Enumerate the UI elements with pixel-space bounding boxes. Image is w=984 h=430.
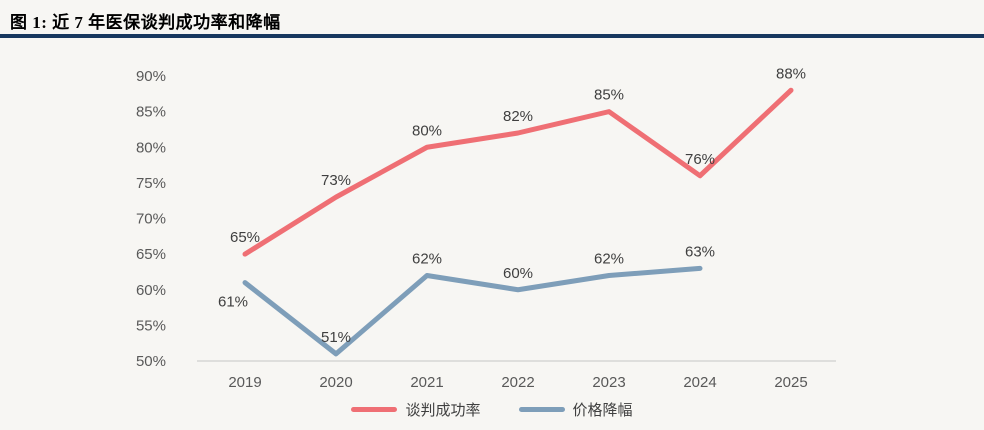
legend-label-success-rate: 谈判成功率: [405, 401, 481, 419]
data-label: 80%: [412, 122, 442, 139]
legend-line-blue-icon: [518, 406, 565, 412]
data-label: 65%: [230, 229, 260, 246]
series-line-0: [242, 87, 794, 257]
line-chart: 50% 55% 60% 65% 70% 75% 80% 85% 90% 2019 2020 2021 2…: [0, 40, 984, 396]
figure-header: 图 1: 近 7 年医保谈判成功率和降幅: [0, 0, 984, 34]
x-tick-label: 2025: [774, 374, 807, 391]
data-label: 73%: [321, 172, 351, 189]
data-label: 88%: [776, 65, 806, 82]
y-tick-label: 65%: [136, 246, 166, 263]
x-tick-label: 2024: [683, 374, 716, 391]
data-label: 62%: [412, 251, 442, 268]
legend-label-price-cut: 价格降幅: [572, 401, 633, 419]
x-tick-label: 2020: [319, 374, 352, 391]
header-divider: [0, 34, 984, 38]
data-label: 60%: [503, 265, 533, 282]
y-tick-label: 90%: [136, 68, 166, 85]
series-line-1: [242, 265, 703, 357]
y-tick-label: 85%: [136, 104, 166, 121]
legend-line-red-icon: [351, 406, 398, 412]
x-tick-label: 2019: [228, 374, 261, 391]
x-tick-label: 2022: [501, 374, 534, 391]
legend-item-price-cut: 价格降幅: [518, 399, 633, 420]
data-label: 51%: [321, 329, 351, 346]
chart-legend: 谈判成功率 价格降幅: [0, 398, 984, 420]
legend-item-success-rate: 谈判成功率: [351, 399, 481, 420]
y-tick-label: 60%: [136, 282, 166, 299]
data-label: 61%: [218, 294, 248, 311]
y-tick-label: 50%: [136, 353, 166, 370]
data-label: 63%: [685, 243, 715, 260]
y-tick-label: 55%: [136, 317, 166, 334]
y-tick-label: 70%: [136, 211, 166, 228]
data-label: 62%: [594, 251, 624, 268]
figure-title: 图 1: 近 7 年医保谈判成功率和降幅: [10, 13, 281, 32]
y-tick-label: 80%: [136, 139, 166, 156]
data-label: 82%: [503, 108, 533, 125]
x-tick-label: 2021: [410, 374, 443, 391]
data-label: 85%: [594, 87, 624, 104]
chart-canvas: 50% 55% 60% 65% 70% 75% 80% 85% 90% 2019 2020 2021 2…: [136, 65, 836, 391]
y-tick-label: 75%: [136, 175, 166, 192]
data-label: 76%: [685, 151, 715, 168]
x-tick-label: 2023: [592, 374, 625, 391]
